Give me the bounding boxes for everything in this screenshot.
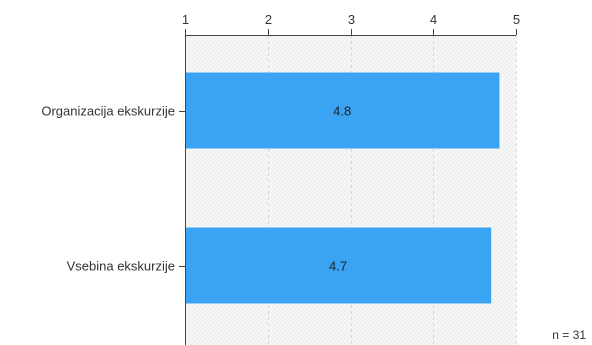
x-axis: 1 2 3 4 5 Organizacija ekskurzije Vsebina eksk…: [41, 12, 520, 345]
bar-value-label-2: 4.7: [329, 259, 347, 274]
x-tick-label-2: 2: [265, 12, 272, 27]
bar-1: [186, 72, 500, 149]
bar-value-label-1: 4.8: [333, 104, 351, 119]
x-tick-label-3: 3: [348, 12, 355, 27]
x-tick-label-1: 1: [182, 12, 189, 27]
x-tick-label-4: 4: [430, 12, 437, 27]
category-label-2: Vsebina ekskurzije: [67, 259, 175, 274]
category-label-1: Organizacija ekskurzije: [41, 104, 175, 119]
bars: 4.8 4.7: [186, 72, 500, 304]
x-tick-label-5: 5: [513, 12, 520, 27]
bar-2: [186, 227, 492, 304]
sample-size-label: n = 31: [552, 328, 586, 342]
